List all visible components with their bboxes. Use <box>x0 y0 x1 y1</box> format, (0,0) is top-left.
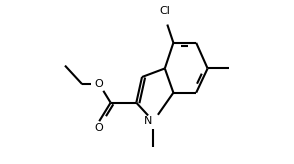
Text: N: N <box>143 116 152 126</box>
Text: O: O <box>95 123 103 133</box>
Text: O: O <box>95 79 103 89</box>
Text: Cl: Cl <box>159 6 170 16</box>
